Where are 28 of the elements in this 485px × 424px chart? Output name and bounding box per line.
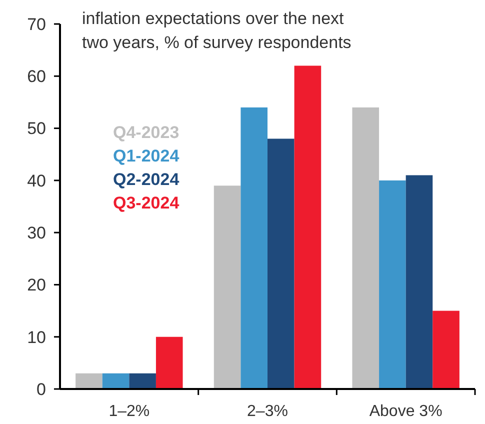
y-tick-label: 10 [27,328,46,347]
chart-title: inflation expectations over the next two years, % of survey respondents [82,9,352,52]
y-tick-label: 40 [27,171,46,190]
bar [156,336,183,389]
bar [352,107,380,389]
y-tick-label: 60 [27,67,46,86]
y-tick-label: 70 [27,14,46,34]
bar [406,175,433,389]
x-tick-label: 1–2% [108,403,150,420]
bar [294,66,322,389]
x-tick-label: 2–3% [247,403,288,420]
y-tick-label: 20 [27,276,46,295]
text: Q3-2024 [113,194,180,212]
bar [379,180,406,389]
bar [432,310,460,389]
bar [214,186,241,389]
y-tick-label: 0 [36,380,46,399]
bar [102,373,130,389]
bar [129,373,156,389]
text: Q2-2024 [113,170,180,189]
y-tick-label: 50 [27,119,46,138]
text: Q1-2024 [113,146,180,166]
bar [268,138,294,389]
bar [240,107,268,389]
y-tick-label: 30 [27,224,46,243]
text: Q4-2023 [113,123,180,142]
bar [76,373,102,389]
x-tick-label: Above 3% [369,403,442,420]
